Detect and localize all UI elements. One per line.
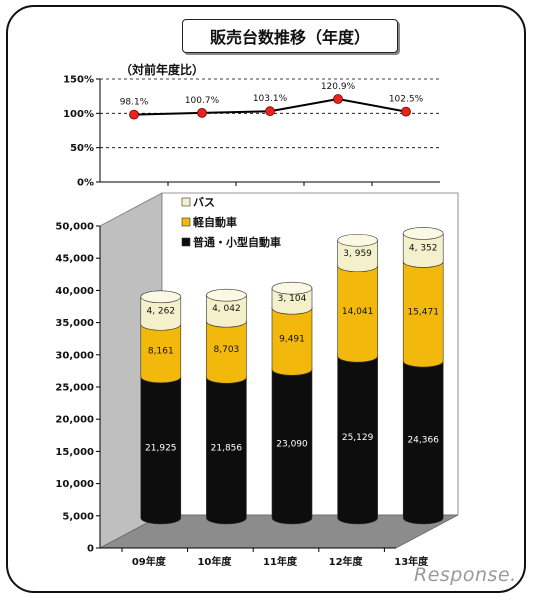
bar-segment: [206, 376, 247, 525]
bar-data-label: 4, 042: [212, 304, 241, 314]
ratio-y-tick-label: 150%: [63, 75, 94, 86]
bar-y-tick-label: 45,000: [55, 254, 94, 265]
bar-segment: [337, 239, 378, 273]
ratio-point: [401, 106, 411, 117]
bar-segment: [271, 307, 313, 376]
bar-segment: [206, 294, 247, 328]
bar-y-tick-label: 0: [87, 544, 94, 555]
bar-segment: [140, 376, 182, 525]
bar-segment: [206, 320, 247, 384]
ratio-data-label: 120.9%: [321, 82, 356, 92]
bar-segment: [402, 261, 444, 368]
bar-data-label: 14,041: [342, 307, 374, 317]
bar-cap: [206, 288, 247, 302]
ratio-axis-label: （対前年度比）: [120, 63, 205, 77]
legend-label: 軽自動車: [193, 215, 237, 229]
ratio-y-tick-label: 100%: [63, 109, 94, 120]
bar-y-tick-label: 20,000: [55, 415, 94, 426]
bar-data-label: 25,129: [342, 433, 374, 443]
bar-x-tick-label: 09年度: [132, 555, 167, 568]
legend-swatch: [181, 197, 191, 207]
bar-y-tick-label: 5,000: [62, 511, 94, 522]
legend-label: 普通・小型自動車: [193, 235, 281, 249]
bar-y-tick-label: 30,000: [55, 350, 94, 361]
bar-cap: [140, 290, 182, 304]
bar-y-tick-label: 15,000: [55, 447, 94, 458]
ratio-data-label: 102.5%: [389, 95, 424, 105]
bar-y-tick-label: 50,000: [55, 222, 94, 233]
ratio-point: [197, 107, 207, 118]
bar-cap: [337, 233, 378, 247]
ratio-y-tick-label: 50%: [70, 143, 94, 154]
bar-y-tick-label: 10,000: [55, 479, 94, 490]
ratio-y-tick-label: 0%: [77, 178, 94, 189]
bar-data-label: 4, 262: [146, 307, 175, 317]
bar-data-label: 15,471: [407, 307, 439, 317]
legend-swatch: [181, 237, 191, 247]
bar-segment: [337, 355, 378, 525]
ratio-data-label: 103.1%: [253, 94, 288, 104]
bar-cap: [402, 227, 444, 240]
bar-x-tick-label: 10年度: [197, 555, 232, 568]
bar-data-label: 21,925: [145, 443, 177, 453]
ratio-point: [129, 109, 139, 120]
bar-y-tick-label: 35,000: [55, 318, 94, 329]
legend-swatch: [181, 217, 191, 227]
bar-segment: [140, 323, 182, 384]
bar-segment: [140, 296, 182, 331]
bar-x-tick-label: 11年度: [263, 555, 298, 568]
bar-data-label: 24,366: [407, 436, 439, 446]
bar-data-label: 3, 959: [343, 249, 372, 259]
ratio-point: [265, 106, 275, 117]
bar-data-label: 21,856: [211, 444, 243, 454]
ratio-data-label: 98.1%: [120, 98, 149, 108]
bar-data-label: 8,161: [148, 347, 174, 357]
bar-segment: [271, 287, 313, 315]
bar-data-label: 9,491: [279, 335, 305, 345]
bar-segment: [271, 369, 313, 525]
watermark-logo: Response.: [414, 564, 517, 586]
bar-segment: [402, 233, 444, 268]
bar-data-label: 23,090: [276, 440, 308, 450]
bar-y-tick-label: 25,000: [55, 383, 94, 394]
bar-data-label: 4, 352: [409, 243, 438, 253]
ratio-point: [333, 94, 343, 104]
bar-cap: [271, 281, 313, 295]
bar-data-label: 8,703: [214, 345, 240, 355]
legend-label: バス: [193, 196, 215, 209]
bar-data-label: 3, 104: [278, 294, 307, 304]
bar-segment: [337, 265, 378, 363]
bar-y-tick-label: 40,000: [55, 286, 94, 297]
bar-x-tick-label: 12年度: [329, 555, 364, 568]
bar-segment: [402, 360, 444, 525]
chart-title: 販売台数推移（年度）: [182, 19, 398, 53]
bar-x-tick-label: 13年度: [394, 555, 429, 568]
ratio-data-label: 100.7%: [185, 96, 220, 106]
